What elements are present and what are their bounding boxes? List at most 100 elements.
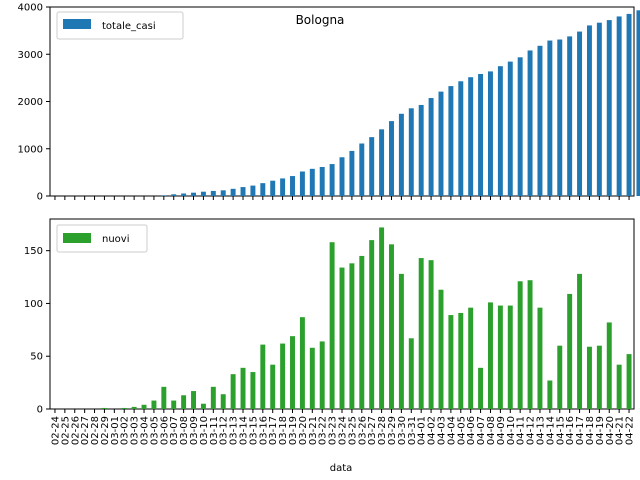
bar xyxy=(299,317,305,409)
x-tick-label: 03-23 xyxy=(328,416,339,445)
y-tick-label: 2000 xyxy=(18,97,43,108)
bar xyxy=(299,171,305,196)
bar xyxy=(458,81,464,196)
x-tick-label: 04-18 xyxy=(585,416,596,445)
y-axis-ticks: 0 1000 2000 3000 4000 xyxy=(18,3,50,203)
bar xyxy=(478,74,484,196)
x-tick-label: 03-30 xyxy=(397,416,408,445)
x-tick-label: 03-16 xyxy=(258,416,269,445)
legend-label: nuovi xyxy=(102,234,130,245)
bar xyxy=(329,164,335,196)
bar xyxy=(369,240,375,409)
bar xyxy=(507,305,513,409)
bar xyxy=(309,347,315,409)
x-tick-label: 04-22 xyxy=(625,416,636,445)
x-tick-label: 03-09 xyxy=(189,416,200,445)
bar xyxy=(280,178,286,196)
bar xyxy=(577,273,583,409)
bar xyxy=(626,354,632,409)
x-tick-label: 03-10 xyxy=(199,416,210,445)
x-tick-label: 03-28 xyxy=(377,416,388,445)
bar xyxy=(616,364,622,409)
x-axis-ticks: 02-2402-2502-2602-2702-2802-2903-0103-02… xyxy=(50,409,636,445)
bar xyxy=(527,280,533,409)
bar xyxy=(151,400,157,409)
bar xyxy=(161,195,167,196)
x-tick-label: 04-06 xyxy=(466,416,477,445)
bar xyxy=(497,66,503,196)
bars-total-cases xyxy=(161,10,640,197)
bar xyxy=(497,305,503,409)
x-axis-ticks xyxy=(54,196,630,200)
chart-title: Bologna xyxy=(296,13,345,27)
x-tick-label: 03-04 xyxy=(140,416,151,445)
x-tick-label: 03-22 xyxy=(318,416,329,445)
x-tick-label: 02-25 xyxy=(60,416,71,445)
bar xyxy=(339,157,345,196)
bar xyxy=(270,364,276,409)
bar xyxy=(398,273,404,409)
bar xyxy=(458,312,464,409)
bar xyxy=(567,36,573,196)
x-tick-label: 03-02 xyxy=(120,416,131,445)
y-tick-label: 50 xyxy=(30,352,43,363)
bar xyxy=(448,86,454,196)
y-tick-label: 1000 xyxy=(18,144,43,155)
bar xyxy=(181,395,187,409)
x-tick-label: 03-15 xyxy=(248,416,259,445)
bar xyxy=(547,40,553,196)
bar xyxy=(596,22,602,196)
x-tick-label: 04-15 xyxy=(555,416,566,445)
bar xyxy=(290,176,295,196)
bar xyxy=(319,341,325,409)
bar xyxy=(290,336,295,409)
bar xyxy=(448,315,454,409)
x-tick-label: 03-17 xyxy=(268,416,279,445)
x-tick-label: 03-31 xyxy=(407,416,418,445)
bar xyxy=(389,121,394,196)
bar xyxy=(488,302,493,409)
x-tick-label: 04-21 xyxy=(615,416,626,445)
x-tick-label: 02-27 xyxy=(80,416,91,445)
bar xyxy=(161,386,167,409)
bar xyxy=(418,104,424,196)
bar xyxy=(309,168,315,196)
x-tick-label: 02-26 xyxy=(70,416,81,445)
bar xyxy=(171,400,177,409)
bar xyxy=(468,77,474,196)
bar xyxy=(517,57,523,196)
bar xyxy=(606,20,612,197)
x-tick-label: 04-07 xyxy=(476,416,487,445)
x-tick-label: 04-05 xyxy=(456,416,467,445)
x-tick-label: 04-11 xyxy=(516,416,527,445)
x-tick-label: 04-09 xyxy=(496,416,507,445)
x-tick-label: 04-10 xyxy=(506,416,517,445)
bar xyxy=(478,367,484,409)
x-tick-label: 03-20 xyxy=(298,416,309,445)
y-axis-ticks: 0 50 100 150 xyxy=(24,246,50,416)
x-tick-label: 03-12 xyxy=(219,416,230,445)
bar xyxy=(349,150,355,196)
x-tick-label: 02-24 xyxy=(50,416,61,445)
x-tick-label: 03-26 xyxy=(357,416,368,445)
panel-new-cases: 0 50 100 150 02-2402-2502-2602-2702-2802-29… xyxy=(24,218,636,474)
x-tick-label: 03-21 xyxy=(308,416,319,445)
legend: totale_casi xyxy=(56,11,184,40)
bar xyxy=(379,227,385,409)
bar xyxy=(616,16,622,197)
bar xyxy=(586,25,592,197)
y-tick-label: 100 xyxy=(24,299,43,310)
bar xyxy=(141,404,147,409)
x-tick-label: 04-08 xyxy=(486,416,497,445)
panel-total-cases: 0 1000 2000 3000 4000 Bologna totale_casi xyxy=(18,3,640,203)
bar xyxy=(438,91,444,196)
bar xyxy=(220,394,226,409)
x-tick-label: 04-14 xyxy=(545,416,556,445)
bar xyxy=(408,108,414,196)
x-tick-label: 03-01 xyxy=(110,416,121,445)
bar xyxy=(418,258,424,409)
x-tick-label: 04-20 xyxy=(605,416,616,445)
legend-label: totale_casi xyxy=(102,21,156,32)
x-tick-label: 03-19 xyxy=(288,416,299,445)
